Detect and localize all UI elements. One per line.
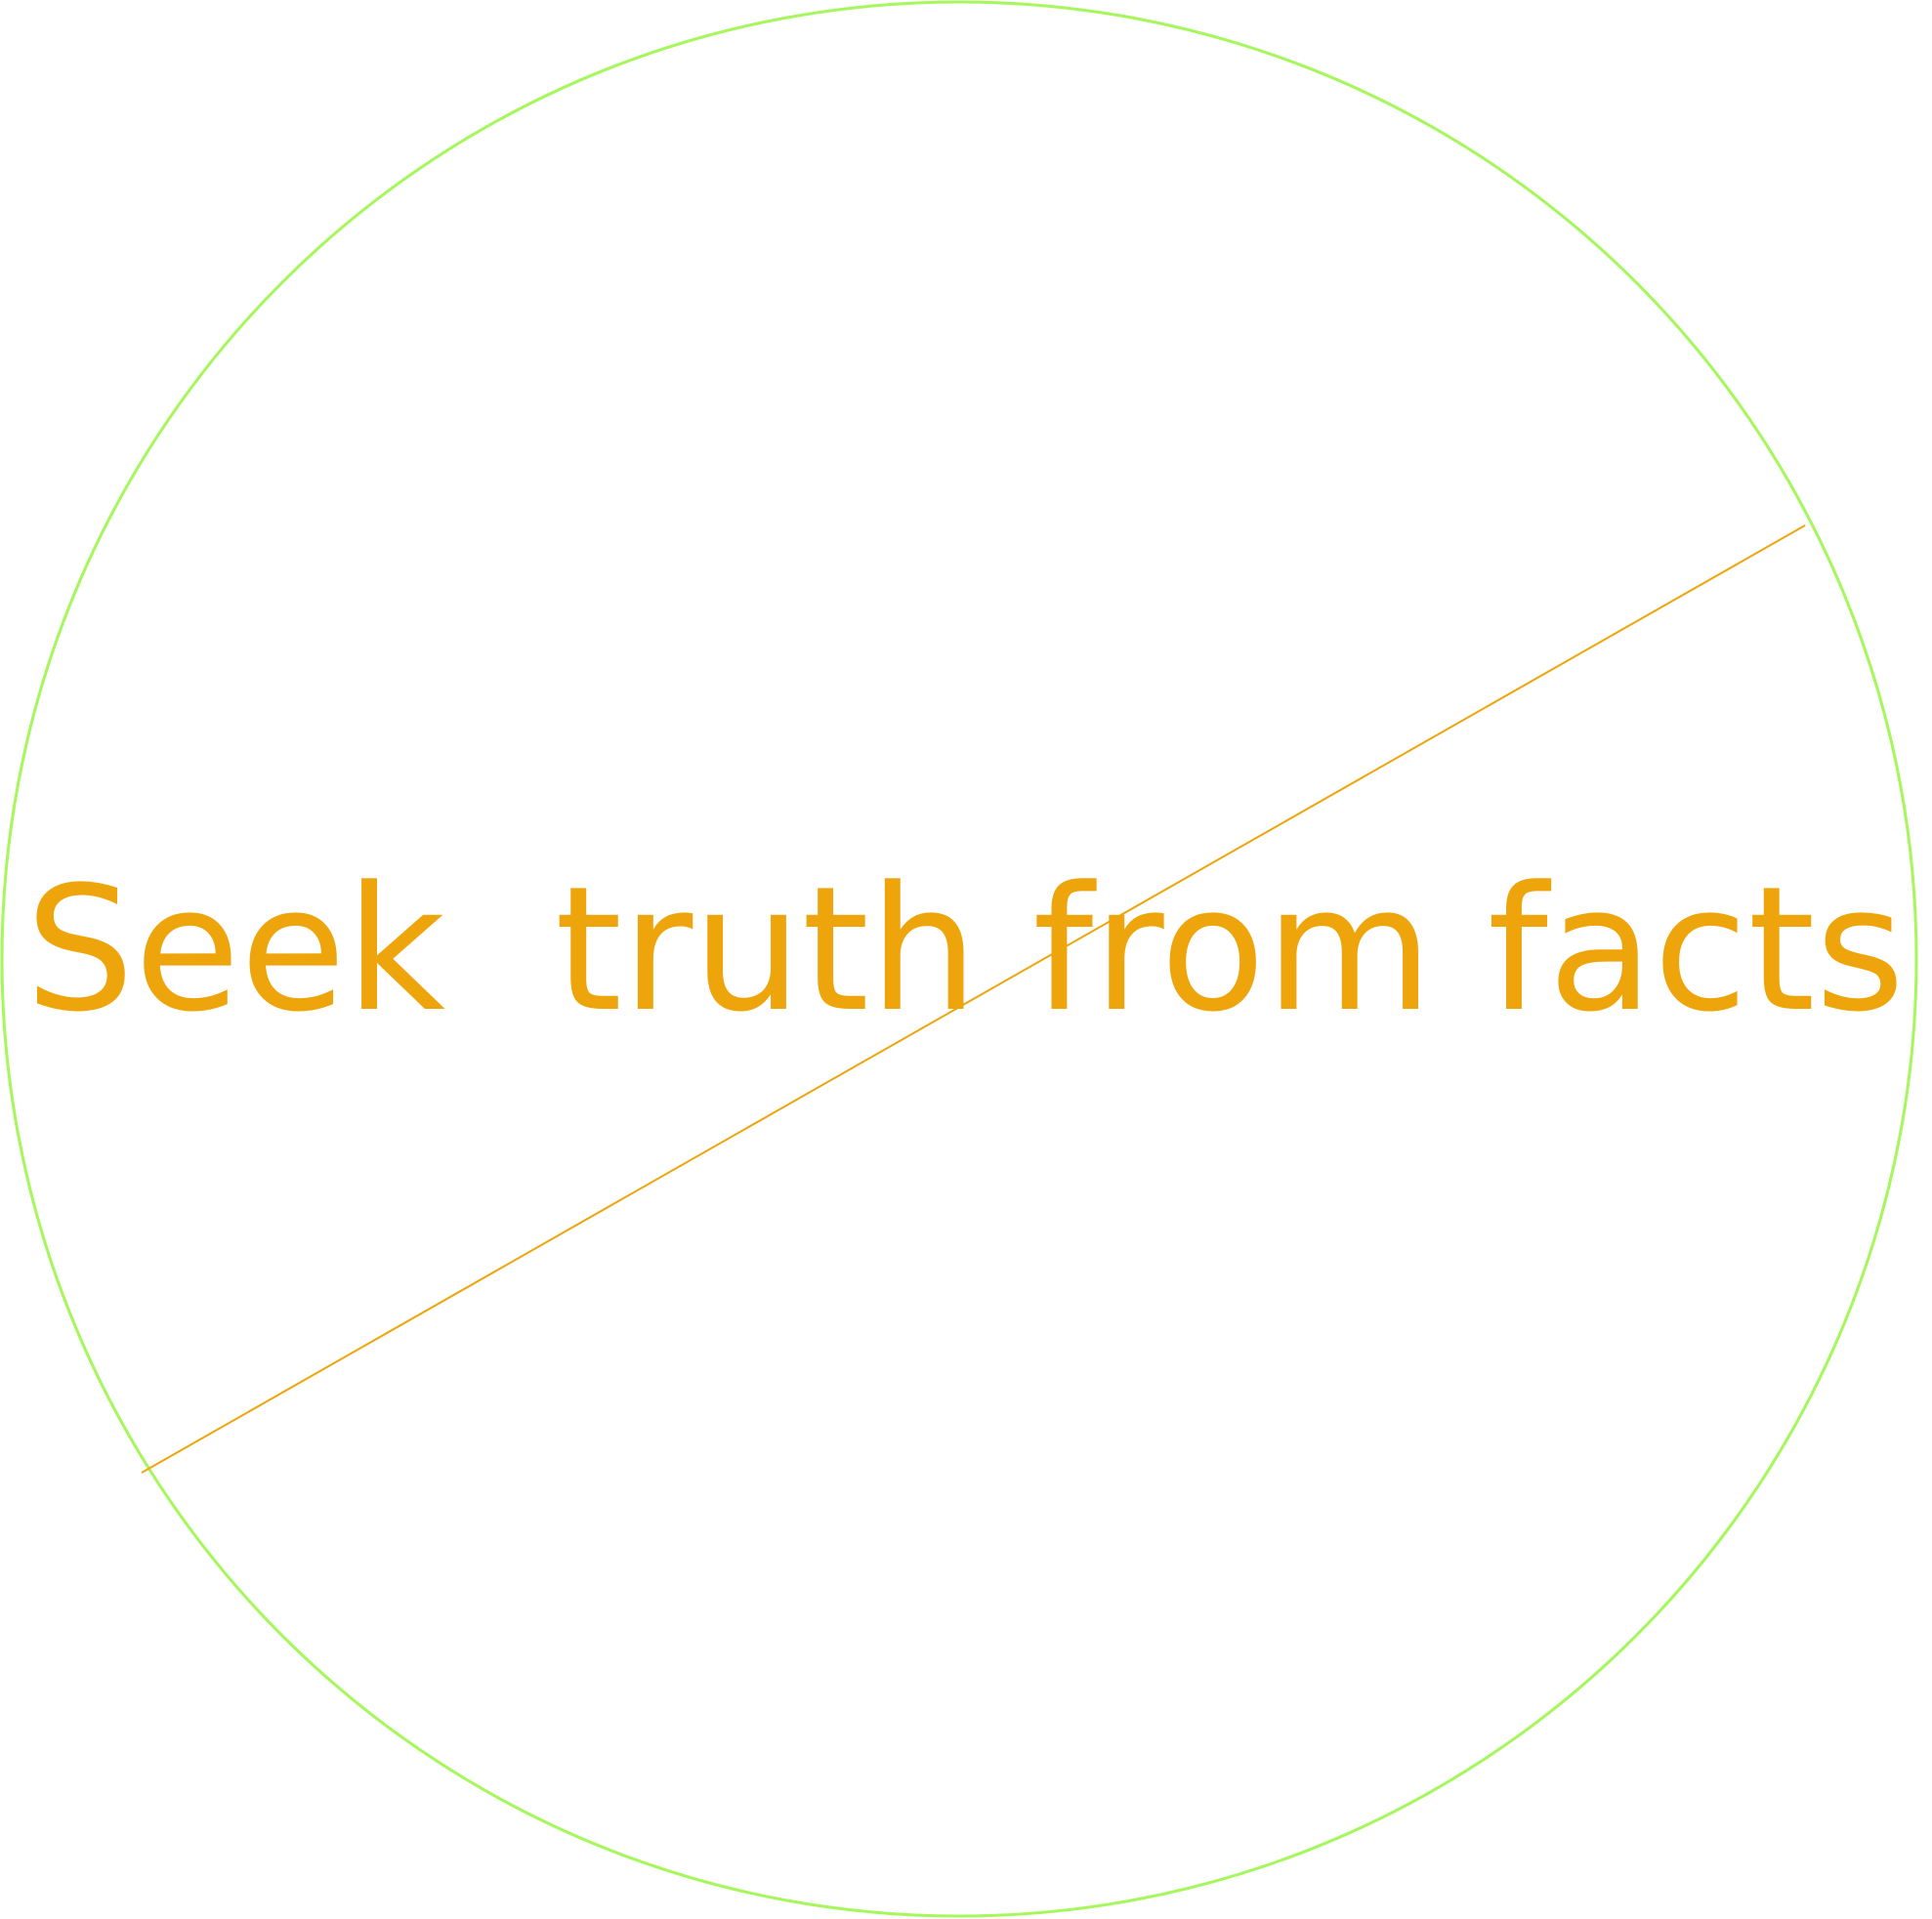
- diagonal-line: [141, 524, 1806, 1474]
- caption-text: Seek truth from facts: [25, 850, 1905, 1050]
